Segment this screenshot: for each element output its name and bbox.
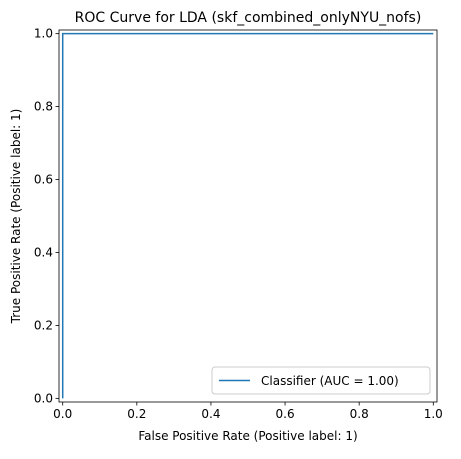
y-axis: 0.0 0.2 0.4 0.6 0.8 1.0 xyxy=(34,27,59,405)
x-tick-label: 0.0 xyxy=(53,407,72,421)
x-tick-label: 0.4 xyxy=(201,407,220,421)
y-axis-label: True Positive Rate (Positive label: 1) xyxy=(9,109,23,325)
x-axis-label: False Positive Rate (Positive label: 1) xyxy=(138,429,357,443)
plot-area xyxy=(58,29,438,403)
series-layer xyxy=(61,32,434,399)
x-tick-label: 1.0 xyxy=(424,407,443,421)
series-line-0 xyxy=(61,32,434,399)
y-tick-label: 0.4 xyxy=(34,245,53,259)
legend: Classifier (AUC = 1.00) xyxy=(211,366,431,395)
plot-background xyxy=(59,30,437,402)
x-axis: 0.0 0.2 0.4 0.6 0.8 1.0 xyxy=(53,402,443,421)
y-tick-label: 0.6 xyxy=(34,173,53,187)
x-tick-label: 0.8 xyxy=(350,407,369,421)
y-tick-label: 1.0 xyxy=(34,27,53,41)
y-tick-label: 0.2 xyxy=(34,318,53,332)
plot-frame xyxy=(58,29,438,403)
x-tick-label: 0.2 xyxy=(127,407,146,421)
x-tick-label: 0.6 xyxy=(276,407,295,421)
y-tick-label: 0.0 xyxy=(34,391,53,405)
legend-box xyxy=(211,366,431,395)
chart-title: ROC Curve for LDA (skf_combined_onlyNYU_… xyxy=(75,10,422,26)
legend-label: Classifier (AUC = 1.00) xyxy=(261,374,399,388)
y-tick-label: 0.8 xyxy=(34,100,53,114)
